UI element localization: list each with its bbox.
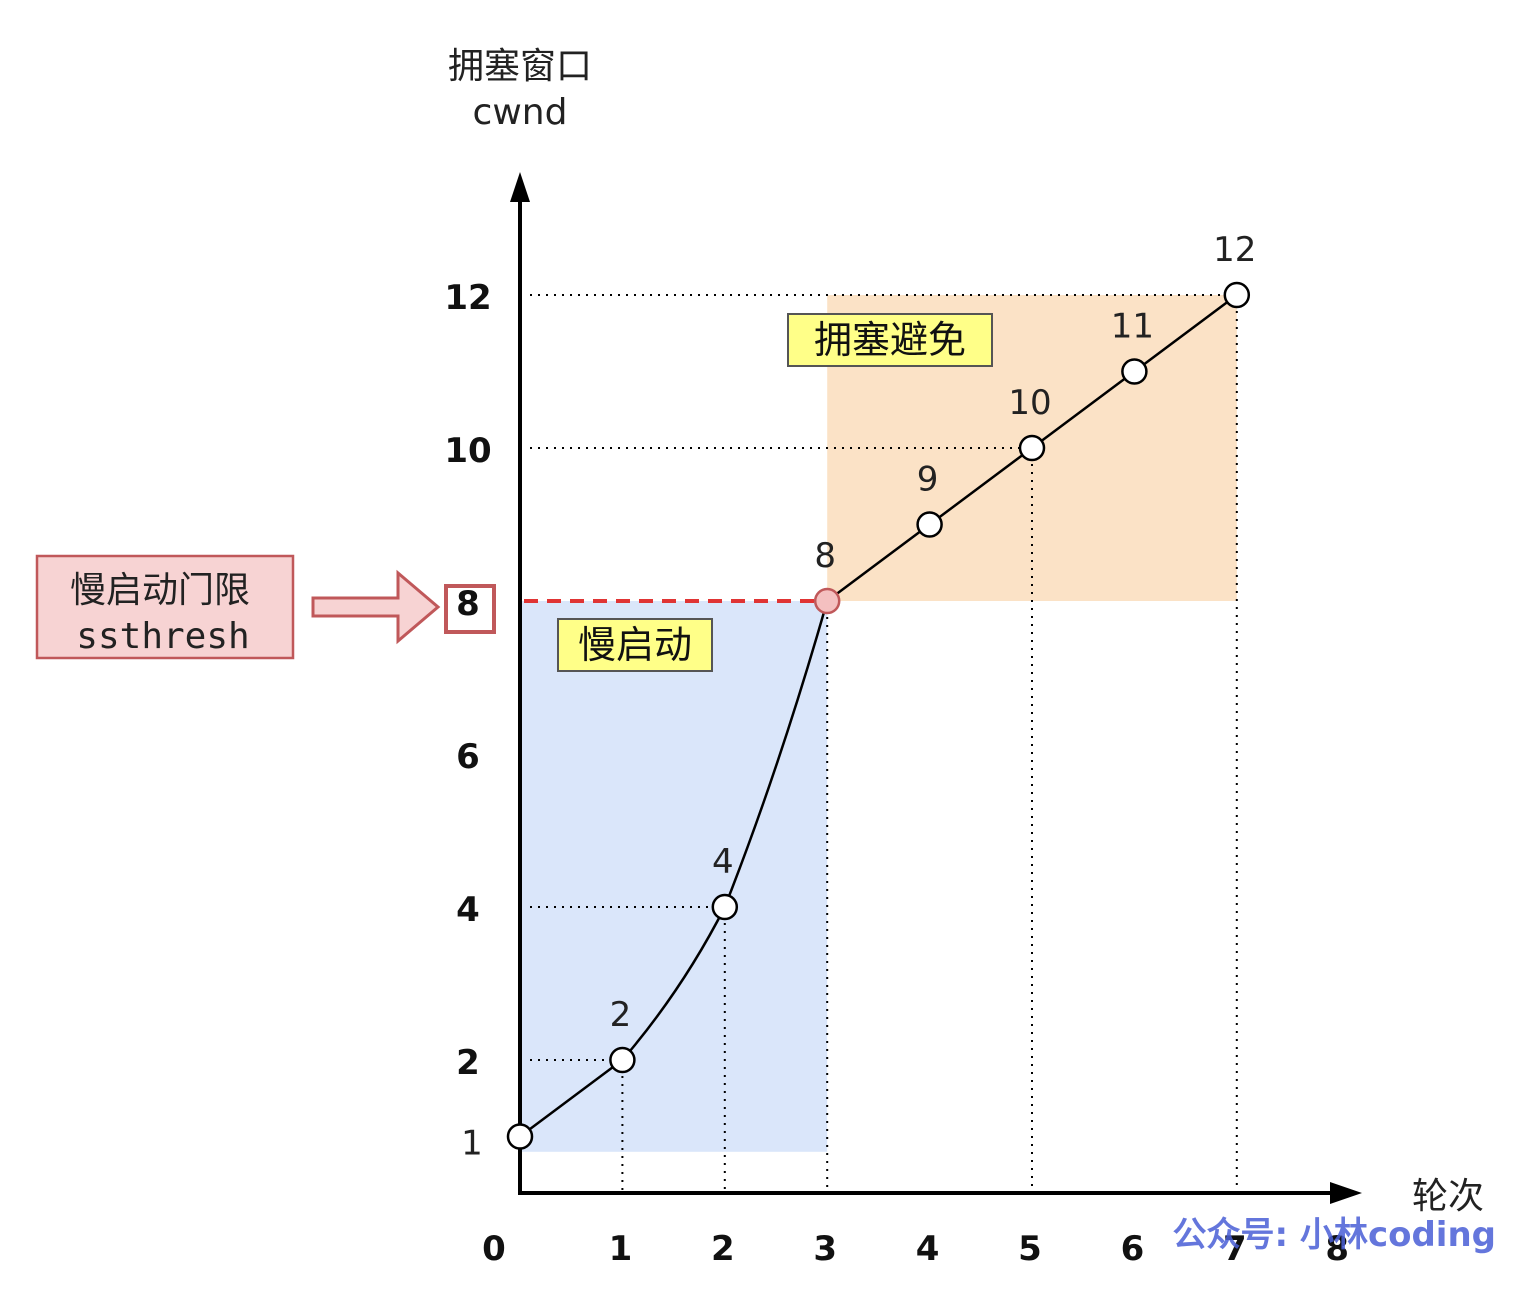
cwnd-point-label-10: 10 [1008,383,1051,423]
cwnd-point-label-12: 12 [1213,230,1256,270]
y-tick-label-6: 6 [456,737,480,777]
x-tick-label-0: 0 [482,1229,506,1269]
cwnd-point-label-4: 4 [712,842,734,882]
cwnd-point-8 [813,587,841,615]
x-axis-title: 轮次 [1412,1176,1484,1217]
y-tick-label-4: 4 [456,890,480,930]
callout-arrow [311,569,441,645]
region-slow-start [522,601,828,1152]
cwnd-point-9 [916,511,943,538]
cwnd-point-2 [609,1046,636,1074]
region-label-slow-start: 慢启动 [578,623,692,667]
callout-box [35,554,295,660]
x-axis-arrowhead [1330,1182,1362,1204]
y-axis-title-line2: cwnd [473,92,568,133]
cwnd-point-1 [506,1123,534,1150]
y-tick-label-2: 2 [456,1043,480,1083]
x-tick-label-2: 2 [711,1229,735,1269]
cwnd-point-label-9: 9 [917,460,939,500]
region-label-box-slow-start [557,618,713,672]
y-tick-label-12: 12 [444,278,491,318]
y-tick-label-10: 10 [444,431,491,471]
x-tick-label-3: 3 [813,1229,837,1269]
y-axis-title-line1: 拥塞窗口 [448,46,592,87]
y-axis-side-label: 1 [461,1124,483,1164]
cwnd-point-11 [1121,358,1148,385]
y-axis-arrowhead [510,172,530,202]
callout-line2: ssthresh [76,616,249,657]
x-tick-label-6: 6 [1121,1229,1145,1269]
cwnd-point-10 [1018,434,1046,462]
region-label-congestion-avoidance: 拥塞避免 [814,318,966,362]
callout-line1: 慢启动门限 [70,570,250,611]
cwnd-series-line [519,293,1238,1138]
ssthresh-callout: 慢启动门限 ssthresh [35,554,441,660]
watermark: 公众号: 小林coding [1173,1215,1496,1255]
x-tick-label-4: 4 [916,1229,940,1269]
x-tick-label-1: 1 [609,1229,633,1269]
x-tick-label-8: 8 [1325,1229,1349,1269]
region-label-box-congestion-avoidance [787,313,993,367]
threshold-tick-box [444,584,496,634]
cwnd-point-label-8: 8 [814,536,836,576]
cwnd-point-label-11: 11 [1111,307,1154,347]
cwnd-point-label-2: 2 [610,995,632,1035]
cwnd-point-12 [1223,281,1251,309]
x-tick-label-7: 7 [1223,1229,1247,1269]
y-tick-label-8: 8 [456,584,480,624]
cwnd-point-4 [711,893,739,921]
x-tick-label-5: 5 [1018,1229,1042,1269]
